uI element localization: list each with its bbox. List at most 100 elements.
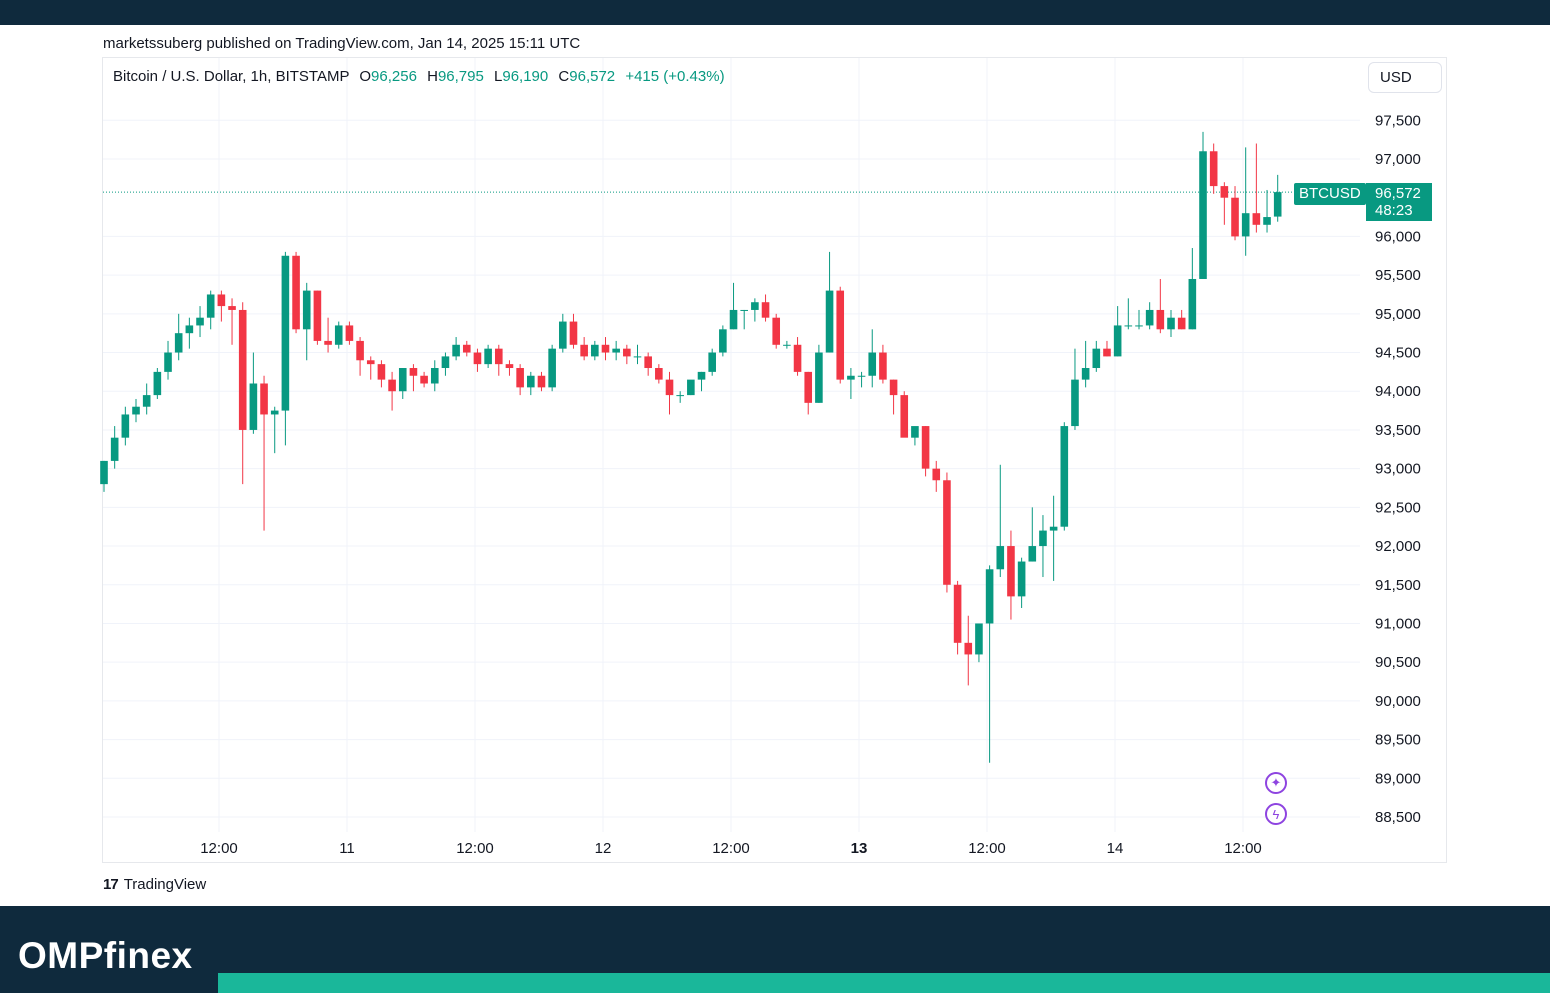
candle-body [153, 371, 162, 396]
candle-body [569, 321, 578, 345]
candle-body [142, 395, 151, 407]
candle-body [623, 348, 631, 357]
candle-body [527, 375, 535, 388]
x-tick-label: 13 [851, 840, 868, 857]
candle-body [559, 321, 567, 349]
candle-body [1081, 368, 1090, 380]
low-value: 96,190 [502, 68, 549, 85]
candle-body [964, 642, 973, 655]
candle-body [281, 255, 290, 411]
y-tick-label: 94,500 [1375, 345, 1421, 362]
candle-body [687, 379, 695, 396]
candle-body [1209, 151, 1218, 187]
candle-body [206, 294, 215, 318]
candle-body [270, 410, 279, 415]
candle-body [676, 395, 684, 397]
chart-frame[interactable] [102, 57, 1447, 863]
y-tick-label: 92,500 [1375, 499, 1421, 516]
candle-body [847, 375, 855, 380]
sparkle-icon[interactable]: ✦ [1265, 772, 1287, 794]
candle-body [889, 379, 898, 396]
candle-body [292, 255, 300, 330]
bar-countdown: 48:23 [1375, 202, 1413, 219]
open-value: 96,256 [371, 68, 417, 85]
x-tick-label: 14 [1107, 840, 1124, 857]
candle-body [1167, 317, 1175, 330]
candle-body [793, 344, 802, 372]
candle-body [1241, 213, 1250, 237]
candle-body [164, 352, 172, 372]
candle-body [1113, 325, 1122, 357]
candle-body [132, 406, 140, 415]
candle-body [377, 364, 386, 380]
candle-body [302, 290, 311, 330]
candle-body [921, 426, 930, 469]
candle-body [708, 352, 716, 372]
x-tick-label: 12 [595, 840, 612, 857]
candle-body [409, 368, 418, 376]
high-key: H [427, 68, 438, 85]
candle-body [719, 329, 727, 353]
candle-body [740, 309, 748, 311]
candle-body [345, 325, 354, 341]
symbol-label: Bitcoin / U.S. Dollar, 1h, BITSTAMP [113, 68, 350, 85]
candle-body [260, 383, 268, 415]
candle-body [1049, 526, 1058, 531]
candle-body [1017, 561, 1026, 597]
x-tick-label: 12:00 [712, 840, 750, 857]
candle-body [580, 344, 588, 357]
candle-body [441, 356, 450, 369]
top-header-bar [0, 0, 1550, 25]
candle-body [985, 569, 994, 624]
candle-body [591, 344, 599, 357]
candle-body [975, 623, 983, 655]
candles-layer [100, 131, 1282, 763]
candle-body [665, 379, 674, 396]
y-tick-label: 91,000 [1375, 615, 1421, 632]
candle-body [1028, 546, 1037, 562]
candle-body [420, 375, 428, 384]
symbol-price-tag: BTCUSD [1294, 183, 1366, 205]
candle-body [612, 348, 620, 353]
x-tick-label: 12:00 [456, 840, 494, 857]
candle-body [356, 340, 364, 361]
x-axis-labels: 12:00 11 12:00 12 12:00 13 12:00 14 12:00 [200, 840, 1262, 857]
currency-selector[interactable]: USD [1368, 62, 1442, 93]
candle-body [601, 344, 610, 353]
candle-body [462, 344, 471, 353]
low-key: L [494, 68, 503, 85]
footer-accent-strip [218, 973, 1550, 993]
candle-body [1103, 348, 1111, 357]
candle-body [825, 290, 834, 353]
candle-body [1071, 379, 1079, 427]
close-value: 96,572 [569, 68, 616, 85]
y-tick-label: 89,000 [1375, 770, 1421, 787]
candle-body [1252, 213, 1261, 225]
candle-body [1156, 309, 1165, 330]
candle-body [100, 460, 108, 485]
candle-body [1039, 530, 1047, 547]
candle-body [900, 395, 909, 438]
candle-body [1124, 325, 1133, 327]
y-axis-labels: 97,500 97,000 96,000 95,500 95,000 94,500 94,0… [1375, 112, 1421, 826]
lightning-icon[interactable]: ϟ [1265, 803, 1287, 825]
candle-body [857, 375, 866, 377]
candle-body [697, 371, 706, 380]
candle-body [1177, 317, 1186, 330]
candle-body [238, 309, 247, 430]
candle-body [398, 368, 407, 392]
candle-body [1145, 309, 1154, 326]
publish-line: marketssuberg published on TradingView.c… [103, 35, 581, 52]
ohlc-legend: Bitcoin / U.S. Dollar, 1h, BITSTAMP O96,… [113, 68, 725, 85]
candle-body [761, 302, 770, 318]
candle-body [334, 325, 343, 345]
candle-body [366, 360, 375, 365]
candle-body [249, 383, 258, 430]
candle-body [868, 352, 877, 376]
candle-body [505, 364, 514, 369]
candle-body [879, 352, 887, 380]
candle-body [804, 371, 813, 403]
candle-body [751, 302, 759, 310]
candle-body [953, 584, 962, 643]
